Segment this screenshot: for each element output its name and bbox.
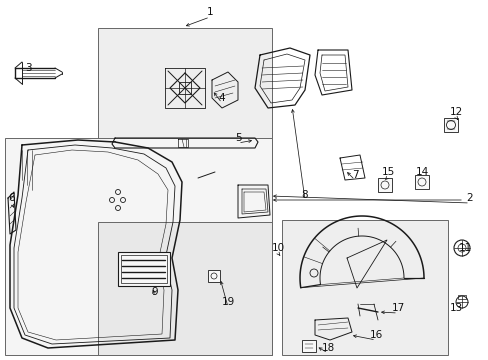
Bar [98, 28, 271, 188]
Bar [377, 178, 391, 192]
Text: 8: 8 [301, 190, 307, 200]
Bar [457, 295, 465, 299]
Text: 14: 14 [414, 167, 428, 177]
Text: 15: 15 [381, 167, 394, 177]
Bar [282, 220, 447, 355]
Bar [207, 270, 220, 282]
Text: 3: 3 [24, 63, 31, 73]
Text: 18: 18 [321, 343, 334, 353]
Bar [98, 222, 271, 355]
Text: 7: 7 [351, 170, 358, 180]
Text: 16: 16 [368, 330, 382, 340]
Text: 4: 4 [218, 93, 225, 103]
Text: 9: 9 [151, 287, 158, 297]
Bar [5, 138, 271, 355]
Text: 12: 12 [448, 107, 462, 117]
Text: 17: 17 [390, 303, 404, 313]
Text: 11: 11 [457, 243, 470, 253]
Text: 10: 10 [271, 243, 284, 253]
Text: 6: 6 [9, 193, 15, 203]
Bar [121, 255, 167, 283]
Text: 13: 13 [448, 303, 462, 313]
Bar [443, 118, 457, 132]
Bar [118, 252, 170, 286]
Bar [414, 175, 428, 189]
Bar [302, 340, 315, 352]
Text: 5: 5 [234, 133, 241, 143]
Text: 19: 19 [221, 297, 234, 307]
Text: 1: 1 [206, 7, 213, 17]
Text: 2: 2 [466, 193, 472, 203]
